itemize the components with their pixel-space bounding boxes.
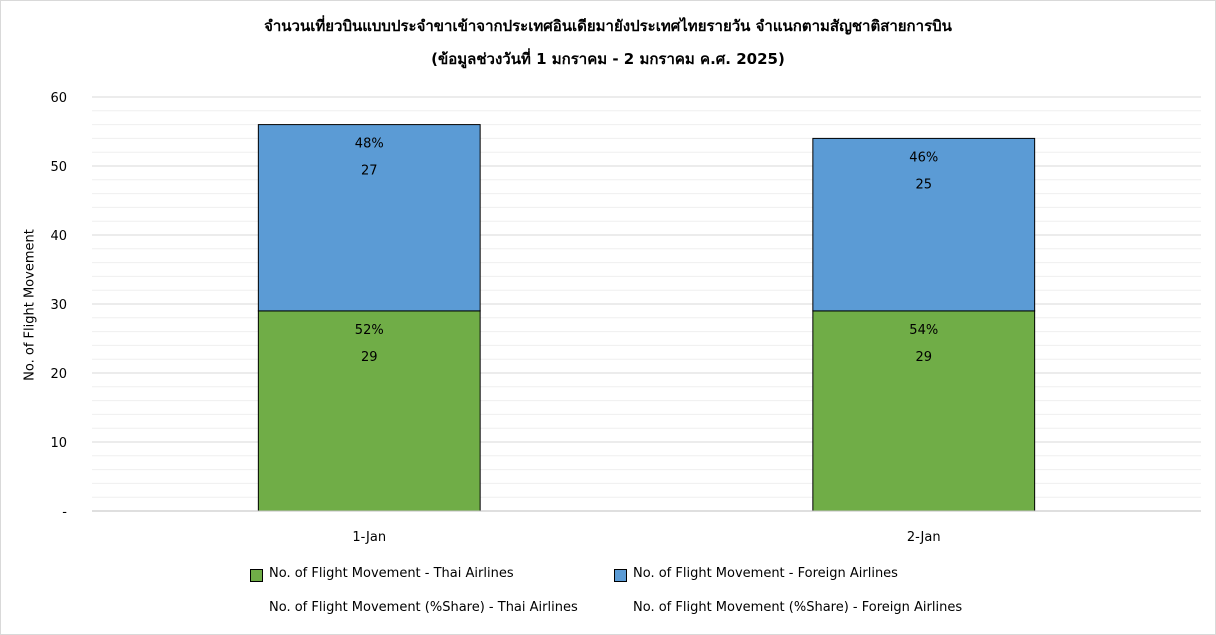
legend-label-share-foreign: No. of Flight Movement (%Share) - Foreig… (633, 600, 963, 615)
data-label-share: 48% (355, 137, 384, 152)
x-tick-label: 1-Jan (352, 530, 386, 545)
y-tick-label: - (62, 505, 67, 520)
data-label-value: 25 (915, 177, 932, 192)
data-label-share: 54% (909, 323, 938, 338)
y-tick-label: 60 (50, 91, 67, 106)
data-label-share: 52% (355, 323, 384, 338)
legend-label-thai: No. of Flight Movement - Thai Airlines (269, 566, 514, 581)
y-tick-label: 20 (50, 367, 67, 382)
chart-subtitle: (ข้อมูลช่วงวันที่ 1 มกราคม - 2 มกราคม ค.… (431, 50, 785, 68)
x-tick-label: 2-Jan (907, 530, 941, 545)
y-tick-label: 10 (50, 436, 67, 451)
bar-thai (812, 310, 1036, 512)
bar-thai (257, 310, 481, 512)
legend-swatch-foreign (614, 569, 627, 582)
legend-label-foreign: No. of Flight Movement - Foreign Airline… (633, 566, 898, 581)
bar-foreign (257, 124, 481, 312)
y-tick-label: 50 (50, 160, 67, 175)
data-label-value: 29 (361, 350, 378, 365)
data-label-value: 29 (915, 350, 932, 365)
data-label-value: 27 (361, 164, 378, 179)
legend-swatch-thai (250, 569, 263, 582)
chart-title: จำนวนเที่ยวบินแบบประจำขาเข้าจากประเทศอิน… (264, 17, 952, 35)
bar-foreign (812, 137, 1036, 312)
y-tick-label: 30 (50, 298, 67, 313)
y-tick-label: 40 (50, 229, 67, 244)
legend-label-share-thai: No. of Flight Movement (%Share) - Thai A… (269, 600, 578, 615)
data-label-share: 46% (909, 150, 938, 165)
